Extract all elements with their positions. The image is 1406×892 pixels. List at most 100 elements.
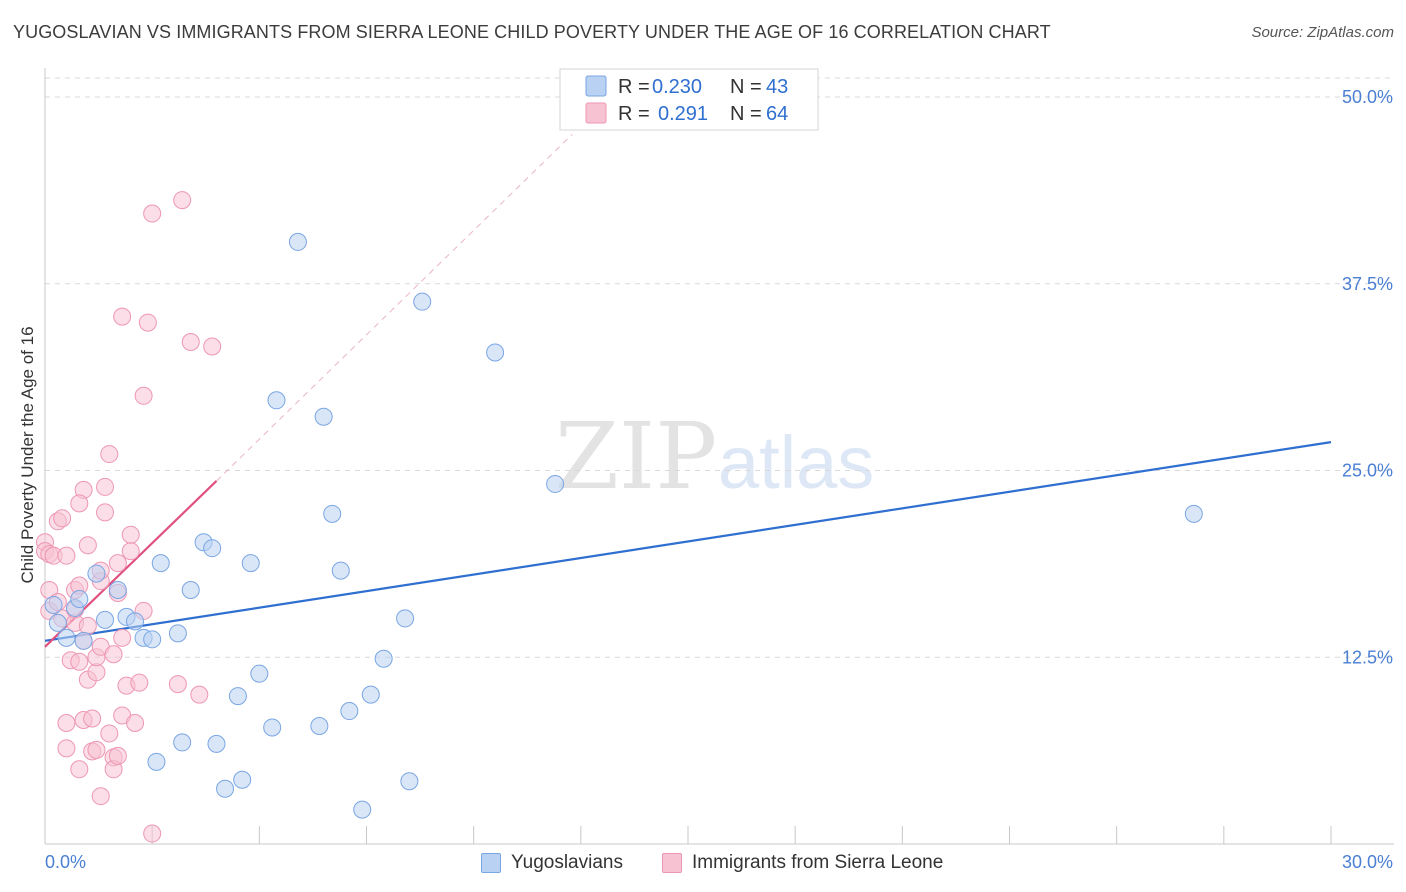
point-yugoslavians xyxy=(486,343,505,362)
point-yugoslavians xyxy=(241,554,260,573)
point-sierra-leone xyxy=(100,445,119,464)
correlation-legend: R = 0.230 N = 43 R = 0.291 N = 64 xyxy=(559,68,819,131)
trend-lines xyxy=(44,133,1332,648)
series-legend: Yugoslavians Immigrants from Sierra Leon… xyxy=(0,852,1406,878)
point-sierra-leone xyxy=(134,386,153,405)
point-yugoslavians xyxy=(70,589,89,608)
point-yugoslavians xyxy=(263,718,282,737)
point-yugoslavians xyxy=(108,581,127,600)
point-sierra-leone xyxy=(113,628,132,647)
point-yugoslavians xyxy=(361,685,380,704)
legend-swatch xyxy=(481,853,501,873)
x-tick-label: 30.0% xyxy=(1342,852,1393,872)
legend-r-label: R = xyxy=(618,103,650,125)
axes xyxy=(44,68,1394,845)
trend-line-yugoslavians xyxy=(44,441,1332,642)
point-yugoslavians xyxy=(151,554,170,573)
point-sierra-leone xyxy=(143,824,162,843)
point-sierra-leone xyxy=(96,503,115,522)
point-yugoslavians xyxy=(74,631,93,650)
watermark-atlas: atlas xyxy=(718,421,874,504)
point-yugoslavians xyxy=(57,628,76,647)
y-tick-label: 50.0% xyxy=(1342,87,1393,107)
point-yugoslavians xyxy=(396,609,415,628)
point-sierra-leone xyxy=(181,333,200,352)
point-yugoslavians xyxy=(203,539,222,558)
point-yugoslavians xyxy=(173,733,192,752)
point-yugoslavians xyxy=(400,772,419,791)
y-axis-label: Child Poverty Under the Age of 16 xyxy=(18,326,37,583)
point-sierra-leone xyxy=(70,760,89,779)
point-yugoslavians xyxy=(233,770,252,789)
point-sierra-leone xyxy=(173,191,192,210)
point-sierra-leone xyxy=(121,525,140,544)
point-sierra-leone xyxy=(57,739,76,758)
legend-label: Yugoslavians xyxy=(511,852,623,873)
point-yugoslavians xyxy=(546,474,565,493)
point-yugoslavians xyxy=(181,581,200,600)
trend-line-sierra-leone-extension xyxy=(216,133,573,482)
point-yugoslavians xyxy=(216,779,235,798)
point-sierra-leone xyxy=(78,616,97,635)
point-sierra-leone xyxy=(87,740,106,759)
legend-swatch-yugoslavians xyxy=(585,75,607,97)
point-sierra-leone xyxy=(53,509,72,528)
point-yugoslavians xyxy=(96,610,115,629)
point-yugoslavians xyxy=(374,649,393,668)
point-yugoslavians xyxy=(87,564,106,583)
point-yugoslavians xyxy=(48,613,67,632)
point-sierra-leone xyxy=(57,546,76,565)
point-sierra-leone xyxy=(168,675,187,694)
x-tick-label: 0.0% xyxy=(45,852,86,872)
point-yugoslavians xyxy=(143,630,162,649)
point-sierra-leone xyxy=(121,542,140,561)
point-yugoslavians xyxy=(413,292,432,311)
point-yugoslavians xyxy=(207,734,226,753)
point-yugoslavians xyxy=(288,232,307,251)
legend-swatch-sierra-leone xyxy=(585,102,607,124)
point-sierra-leone xyxy=(203,337,222,356)
point-yugoslavians xyxy=(168,624,187,643)
legend-swatch xyxy=(662,853,682,873)
point-sierra-leone xyxy=(113,307,132,326)
legend-r-value: 0.230 xyxy=(652,76,702,98)
point-yugoslavians xyxy=(44,595,63,614)
legend-n-value: 64 xyxy=(766,103,788,125)
point-sierra-leone xyxy=(143,204,162,223)
point-sierra-leone xyxy=(70,652,89,671)
point-yugoslavians xyxy=(147,752,166,771)
point-sierra-leone xyxy=(138,313,157,332)
point-sierra-leone xyxy=(100,724,119,743)
y-tick-label: 12.5% xyxy=(1342,647,1393,667)
legend-n-label: N = xyxy=(730,76,762,98)
point-yugoslavians xyxy=(250,664,269,683)
point-yugoslavians xyxy=(310,716,329,735)
tick-labels: 12.5% 25.0% 37.5% 50.0% 0.0% 30.0% xyxy=(45,87,1393,872)
legend-n-value: 43 xyxy=(766,76,788,98)
point-sierra-leone xyxy=(78,536,97,555)
legend-item-yugoslavians: Yugoslavians xyxy=(481,852,623,874)
point-sierra-leone xyxy=(83,709,102,728)
point-sierra-leone xyxy=(70,494,89,513)
legend-r-label: R = xyxy=(618,76,650,98)
point-yugoslavians xyxy=(314,407,333,426)
point-yugoslavians xyxy=(126,612,145,631)
point-sierra-leone xyxy=(108,746,127,765)
legend-n-label: N = xyxy=(730,103,762,125)
data-points xyxy=(36,191,1203,843)
legend-item-sierra-leone: Immigrants from Sierra Leone xyxy=(662,852,943,874)
point-sierra-leone xyxy=(126,713,145,732)
y-tick-label: 37.5% xyxy=(1342,274,1393,294)
point-yugoslavians xyxy=(267,391,286,410)
y-tick-label: 25.0% xyxy=(1342,461,1393,481)
point-sierra-leone xyxy=(91,787,110,806)
point-sierra-leone xyxy=(130,673,149,692)
point-sierra-leone xyxy=(108,554,127,573)
point-yugoslavians xyxy=(323,504,342,523)
legend-label: Immigrants from Sierra Leone xyxy=(692,852,944,873)
point-sierra-leone xyxy=(57,713,76,732)
watermark-zip: ZIP xyxy=(555,403,717,510)
chart-title: YUGOSLAVIAN VS IMMIGRANTS FROM SIERRA LE… xyxy=(13,22,1051,42)
point-sierra-leone xyxy=(190,685,209,704)
